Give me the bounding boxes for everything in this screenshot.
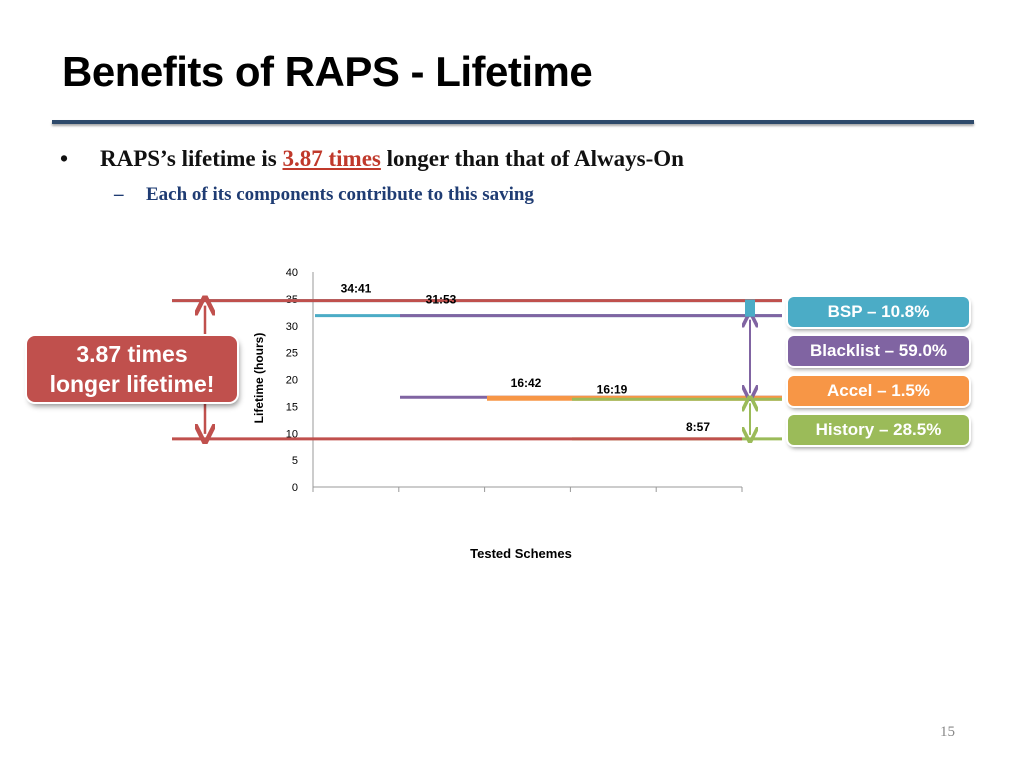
bullet-prefix: RAPS’s lifetime is [100, 146, 277, 171]
sub-bullet: – Each of its components contribute to th… [114, 184, 534, 206]
history-contribution-label: History – 28.5% [788, 415, 969, 445]
sub-bullet-dash: – [114, 184, 124, 205]
lifetime-callout: 3.87 times longer lifetime! [27, 336, 237, 402]
bullet-highlight: 3.87 times [282, 146, 381, 171]
y-tick-label: 10 [286, 428, 298, 440]
data-label: 16:42 [511, 376, 542, 390]
bsp-contribution-label: BSP – 10.8% [788, 297, 969, 327]
y-tick-label: 15 [286, 401, 298, 413]
title-divider [52, 120, 974, 124]
bsp-gain-marker [745, 299, 755, 317]
x-tick-marks [312, 487, 743, 492]
page-number: 15 [940, 724, 955, 740]
y-axis-label: Lifetime (hours) [252, 333, 266, 424]
accel-contribution-label: Accel – 1.5% [788, 376, 969, 406]
blacklist-contribution-label: Blacklist – 59.0% [788, 336, 969, 366]
data-label: 34:41 [341, 282, 372, 296]
data-label: 8:57 [686, 420, 710, 434]
callout-line-2: longer lifetime! [49, 371, 215, 397]
main-bullet: • RAPS’s lifetime is 3.87 times longer th… [60, 146, 684, 172]
data-label: 16:19 [597, 382, 628, 396]
x-axis-label: Tested Schemes [470, 546, 572, 561]
callout-line-1: 3.87 times [76, 341, 188, 367]
y-tick-labels: 0510152025303540 [286, 267, 298, 494]
y-tick-label: 25 [286, 348, 298, 360]
bullet-dot: • [60, 146, 69, 171]
sub-bullet-text: Each of its components contribute to thi… [146, 184, 534, 205]
data-labels: 34:41 31:53 16:42 16:19 8:57 [341, 282, 711, 434]
y-tick-label: 20 [286, 375, 298, 387]
y-tick-label: 0 [292, 482, 298, 494]
y-tick-label: 40 [286, 267, 298, 279]
reference-lines [172, 299, 782, 441]
slide-title: Benefits of RAPS - Lifetime [62, 48, 593, 95]
y-tick-label: 5 [292, 455, 298, 467]
y-tick-label: 30 [286, 321, 298, 333]
bullet-suffix: longer than that of Always-On [386, 146, 684, 171]
data-label: 31:53 [426, 293, 457, 307]
